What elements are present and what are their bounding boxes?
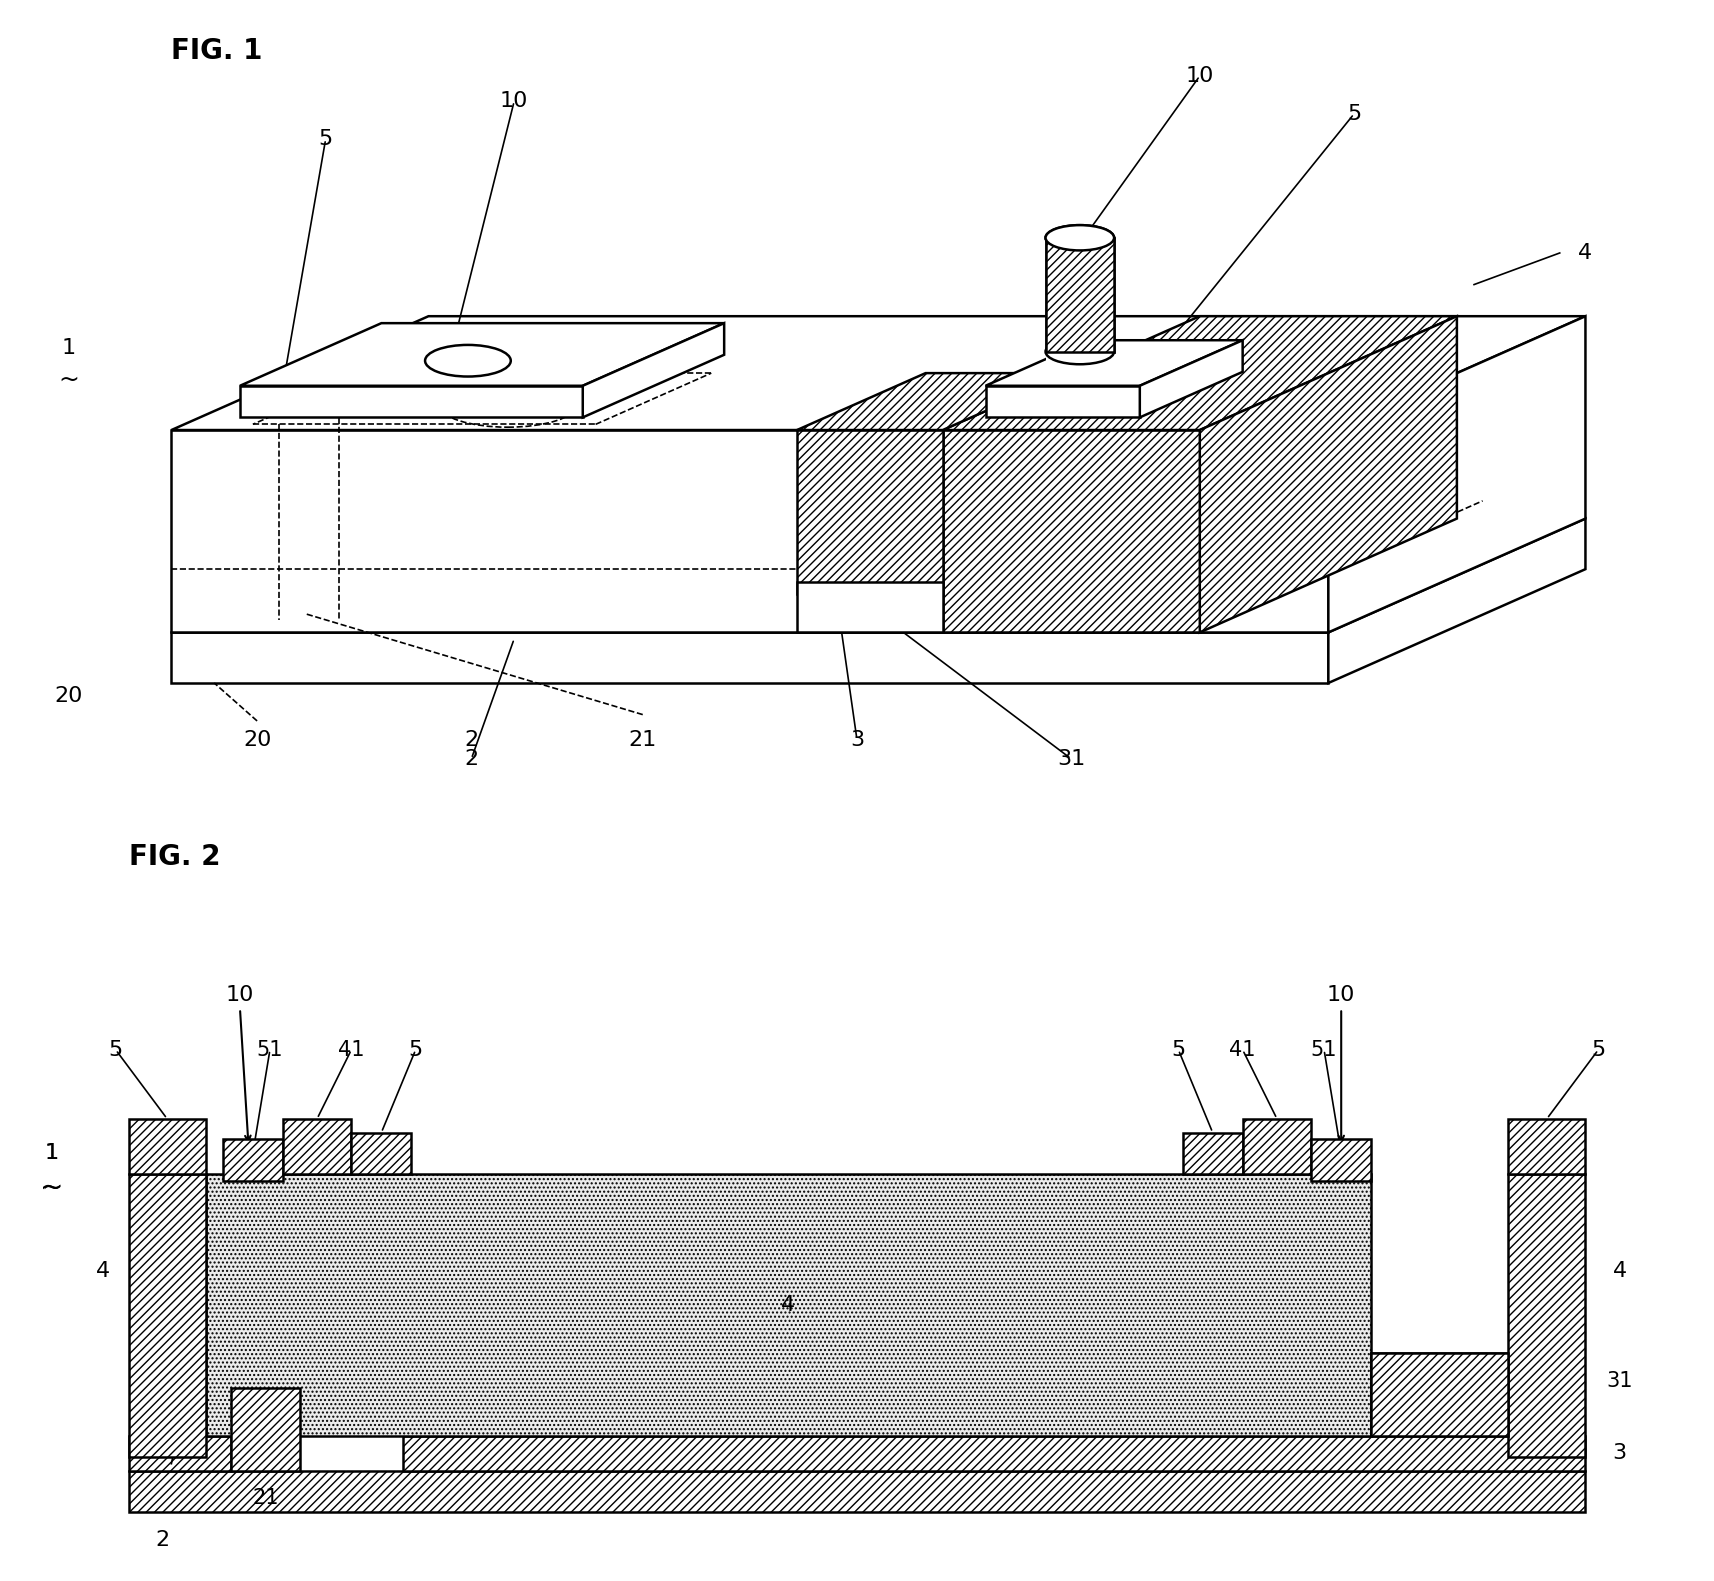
Text: 3: 3 (850, 730, 864, 749)
Polygon shape (171, 632, 1328, 683)
Bar (1508, 1119, 1585, 1175)
Text: 10: 10 (1327, 985, 1356, 1004)
Text: 41: 41 (338, 1040, 365, 1059)
Text: 31: 31 (1058, 749, 1085, 768)
Text: 10: 10 (226, 985, 254, 1004)
Polygon shape (986, 386, 1140, 417)
Text: 21: 21 (252, 1488, 279, 1508)
Bar (231, 1388, 300, 1470)
Bar (351, 1132, 411, 1175)
Text: 2: 2 (156, 1529, 170, 1549)
Text: 5: 5 (1171, 1040, 1186, 1059)
Polygon shape (240, 323, 723, 386)
Bar (129, 1470, 1585, 1511)
Text: 5: 5 (1591, 1040, 1606, 1059)
Ellipse shape (1046, 225, 1114, 250)
Bar (283, 1119, 351, 1175)
Text: 31: 31 (1606, 1371, 1633, 1391)
Polygon shape (943, 316, 1457, 430)
Text: 1: 1 (45, 1143, 58, 1164)
Text: 20: 20 (243, 730, 271, 749)
Text: 2: 2 (464, 749, 478, 768)
Text: 51: 51 (1311, 1040, 1337, 1059)
Text: 2: 2 (464, 730, 478, 749)
Bar (1243, 1119, 1311, 1175)
Ellipse shape (1046, 338, 1114, 364)
Ellipse shape (1046, 225, 1114, 250)
Text: 20: 20 (55, 686, 82, 705)
Bar (206, 1175, 1371, 1436)
Bar (403, 1436, 1585, 1470)
Text: 1: 1 (45, 1143, 58, 1164)
Bar (1046, 237, 1114, 364)
Bar (1371, 1353, 1508, 1436)
Polygon shape (583, 323, 723, 417)
Bar (1183, 1132, 1243, 1175)
Bar (129, 1436, 231, 1470)
Text: 4: 4 (1579, 243, 1592, 262)
Polygon shape (1328, 316, 1585, 632)
Polygon shape (1328, 519, 1585, 683)
Text: 21: 21 (629, 730, 656, 749)
Text: 10: 10 (500, 92, 528, 111)
Polygon shape (171, 519, 1585, 632)
Text: 4: 4 (1613, 1260, 1627, 1281)
Bar (1508, 1175, 1585, 1456)
Text: ~: ~ (58, 367, 79, 392)
Bar (129, 1175, 206, 1456)
Polygon shape (240, 386, 583, 417)
Text: FIG. 2: FIG. 2 (129, 843, 219, 871)
Text: 3: 3 (1613, 1443, 1627, 1464)
Text: 10: 10 (1186, 66, 1214, 85)
Polygon shape (171, 316, 1585, 430)
Polygon shape (1046, 237, 1114, 351)
Text: ~: ~ (41, 1176, 62, 1200)
Polygon shape (797, 373, 1071, 430)
Polygon shape (797, 430, 943, 594)
Text: 5: 5 (108, 1040, 123, 1059)
Text: 4: 4 (96, 1260, 110, 1281)
Text: 5: 5 (319, 130, 333, 149)
Polygon shape (943, 430, 1200, 632)
Polygon shape (1200, 316, 1457, 632)
Polygon shape (986, 340, 1243, 386)
Text: ~: ~ (39, 1173, 63, 1202)
Text: 5: 5 (408, 1040, 423, 1059)
Text: 41: 41 (1229, 1040, 1256, 1059)
Bar (1311, 1140, 1371, 1181)
Polygon shape (1140, 340, 1243, 417)
Polygon shape (797, 582, 943, 632)
Text: 4: 4 (782, 1295, 795, 1315)
Bar (223, 1140, 283, 1181)
Text: 20: 20 (166, 1406, 194, 1426)
Polygon shape (1046, 237, 1114, 351)
Text: FIG. 1: FIG. 1 (171, 36, 262, 65)
Polygon shape (171, 430, 1328, 632)
Text: 5: 5 (1347, 104, 1361, 123)
Text: 51: 51 (257, 1040, 283, 1059)
Text: 1: 1 (62, 338, 75, 357)
Bar (129, 1119, 206, 1175)
